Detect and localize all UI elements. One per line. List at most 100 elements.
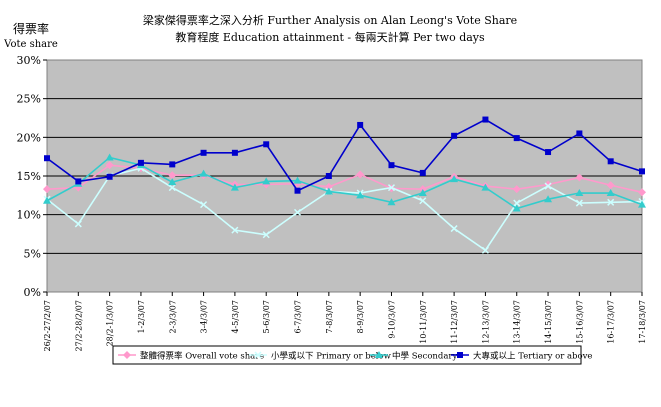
series-2 (43, 153, 646, 212)
data-point (512, 204, 521, 212)
data-point (43, 185, 51, 194)
data-point (231, 226, 239, 234)
data-point (544, 182, 552, 190)
data-point (638, 200, 646, 208)
data-point (356, 170, 365, 179)
data-point (544, 195, 553, 203)
data-point (263, 141, 270, 148)
data-point (606, 181, 615, 190)
legend-item-3: 大專或以上 Tertiary or above (451, 351, 592, 362)
legend-marker (375, 351, 383, 358)
data-point (105, 161, 114, 170)
series-group (43, 116, 646, 254)
data-point (575, 199, 583, 207)
x-tick-label: 6-7/3/07 (294, 300, 303, 334)
data-point (44, 155, 50, 162)
series-line-1 (46, 167, 643, 252)
data-point (482, 116, 489, 123)
data-point (324, 187, 333, 195)
data-point (169, 161, 176, 168)
data-point (387, 198, 396, 206)
x-tick-label: 3-4/3/07 (200, 300, 209, 334)
data-point (513, 135, 520, 142)
x-tick-label: 11-12/3/07 (450, 300, 459, 344)
legend-item-2: 中學 Secondary (370, 351, 457, 362)
data-point (356, 191, 365, 199)
legend-item-0: 整體得票率 Overall vote share (118, 351, 264, 362)
data-point (105, 153, 114, 161)
y-tick-label: 0% (24, 286, 41, 299)
data-point (231, 149, 238, 156)
legend-item-1: 小學或以下 Primary or below (249, 351, 392, 362)
data-point (418, 189, 427, 197)
data-point (168, 178, 177, 186)
x-tick-label: 16-17/3/07 (607, 300, 616, 344)
x-tick-label: 8-9/3/07 (356, 300, 365, 334)
x-tick-label: 2-3/3/07 (168, 300, 177, 334)
x-tick-label: 14-15/3/07 (544, 300, 553, 344)
data-point (43, 196, 51, 204)
data-point (575, 173, 584, 182)
data-point (230, 183, 239, 191)
data-point (293, 208, 302, 216)
legend-label: 大專或以上 Tertiary or above (473, 351, 592, 362)
legend-marker (254, 351, 262, 359)
x-tick-label: 4-5/3/07 (231, 300, 240, 334)
data-point (388, 162, 395, 169)
data-point (168, 184, 176, 192)
y-tick-label: 5% (24, 247, 41, 260)
data-point (639, 168, 645, 175)
series-line-2 (46, 156, 643, 210)
x-tick-label: 10-11/3/07 (419, 300, 428, 344)
y-tick-label: 20% (17, 131, 41, 144)
data-point (262, 231, 270, 239)
data-point (200, 201, 208, 209)
y-axis-ticks: 0% 5% 10% 15% 20% 25% 30% (17, 54, 47, 299)
data-point (512, 185, 521, 194)
data-point (137, 159, 144, 166)
data-point (638, 188, 646, 197)
legend-label: 中學 Secondary (392, 351, 457, 362)
data-point (481, 246, 489, 254)
data-point (481, 183, 490, 191)
x-tick-label: 26/2-27/2/07 (43, 300, 52, 352)
data-point (450, 175, 459, 183)
data-point (200, 149, 207, 156)
legend-box (112, 345, 582, 365)
x-tick-label: 9-10/3/07 (387, 300, 396, 339)
y-tick-label: 25% (17, 93, 41, 106)
data-point (199, 169, 208, 177)
data-point (419, 169, 426, 176)
data-point (294, 187, 301, 194)
x-tick-label: 15-16/3/07 (575, 300, 584, 344)
legend-marker (457, 352, 463, 358)
x-tick-label: 28/2-1/3/07 (106, 300, 115, 346)
x-tick-label: 1-2/3/07 (137, 300, 146, 334)
x-tick-label: 27/2-28/2/07 (74, 300, 83, 352)
data-point (607, 198, 615, 206)
data-point (325, 173, 332, 179)
y-axis-label-zh: 得票率 (13, 21, 49, 36)
data-point (606, 189, 615, 197)
data-point (545, 149, 552, 156)
x-tick-label: 17-18/3/07 (638, 300, 647, 344)
legend-marker (123, 351, 131, 359)
data-point (262, 177, 271, 185)
data-point (513, 199, 521, 207)
data-point (168, 171, 177, 180)
data-point (357, 121, 364, 128)
legend-label: 小學或以下 Primary or below (271, 351, 392, 362)
series-1 (43, 164, 646, 254)
series-line-3 (46, 118, 643, 192)
legend: 整體得票率 Overall vote share 小學或以下 Primary or… (118, 351, 592, 362)
gridlines (47, 98, 642, 254)
data-point (74, 220, 82, 228)
data-point (576, 130, 583, 137)
y-tick-label: 10% (17, 209, 41, 222)
y-axis-label-en: Vote share (3, 39, 58, 50)
data-point (106, 173, 113, 180)
data-point (387, 184, 396, 192)
x-tick-label: 12-13/3/07 (481, 300, 490, 344)
data-point (451, 132, 458, 139)
